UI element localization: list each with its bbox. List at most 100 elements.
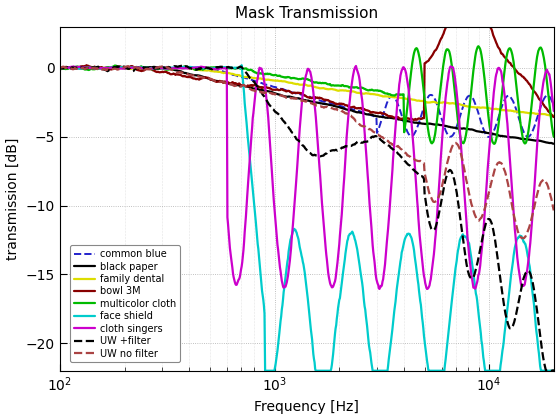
family dental [57,65,63,70]
UW no filter [57,65,63,70]
family dental [344,89,351,94]
bowl 3M [432,48,438,53]
multicolor cloth [550,134,557,139]
family dental [432,100,438,105]
face shield [238,63,245,68]
UW +filter [344,144,351,149]
bowl 3M [371,110,378,115]
UW +filter [357,140,363,145]
multicolor cloth [371,88,378,93]
UW no filter [550,208,557,213]
bowl 3M [410,118,417,123]
cloth singers [57,66,63,71]
common blue [550,103,557,108]
multicolor cloth [87,67,94,72]
Line: UW no filter: UW no filter [60,66,554,238]
black paper [357,110,363,115]
Line: UW +filter: UW +filter [60,66,554,371]
UW no filter [124,63,131,68]
family dental [550,113,557,118]
cloth singers [357,84,363,89]
cloth singers [432,232,439,237]
UW +filter [482,221,489,226]
Line: bowl 3M: bowl 3M [60,0,554,120]
common blue [87,66,94,71]
Line: family dental: family dental [60,67,554,116]
common blue [432,97,438,102]
black paper [550,141,557,146]
face shield [432,368,439,373]
UW +filter [543,368,550,373]
face shield [262,368,268,373]
Line: face shield: face shield [60,65,554,371]
face shield [372,368,379,373]
face shield [357,272,364,277]
Legend: common blue, black paper, family dental, bowl 3M, multicolor cloth, face shield,: common blue, black paper, family dental,… [69,245,180,362]
family dental [372,92,379,97]
UW no filter [87,65,94,70]
face shield [550,368,557,373]
multicolor cloth [475,44,482,49]
black paper [432,122,438,127]
common blue [57,66,63,71]
cloth singers [87,65,94,70]
bowl 3M [87,64,94,69]
cloth singers [353,63,360,68]
black paper [344,107,351,112]
bowl 3M [57,66,63,71]
cloth singers [372,266,379,271]
multicolor cloth [343,84,350,89]
Y-axis label: transmission [dB]: transmission [dB] [6,137,20,260]
Line: cloth singers: cloth singers [60,66,554,289]
black paper [87,65,94,70]
multicolor cloth [482,88,489,93]
Line: black paper: black paper [60,67,554,144]
bowl 3M [343,103,350,108]
face shield [57,65,63,70]
cloth singers [483,186,490,191]
cloth singers [343,134,350,139]
Title: Mask Transmission: Mask Transmission [235,6,379,21]
UW +filter [372,134,379,139]
multicolor cloth [57,66,63,71]
black paper [372,113,379,118]
black paper [482,130,489,135]
UW +filter [180,63,186,68]
bowl 3M [550,115,557,120]
Line: multicolor cloth: multicolor cloth [60,46,554,144]
black paper [151,64,157,69]
UW +filter [57,65,63,70]
bowl 3M [483,13,490,18]
UW no filter [372,130,379,135]
cloth singers [424,286,431,291]
UW +filter [87,66,94,71]
bowl 3M [455,0,461,2]
family dental [482,105,489,110]
UW no filter [357,123,363,128]
black paper [57,66,63,71]
family dental [357,91,363,96]
face shield [344,236,351,241]
common blue [482,132,489,137]
common blue [372,114,379,119]
UW +filter [432,226,438,231]
common blue [344,106,351,111]
multicolor cloth [356,85,363,90]
UW +filter [550,367,557,372]
X-axis label: Frequency [Hz]: Frequency [Hz] [254,400,360,414]
common blue [486,134,492,139]
UW no filter [482,202,489,207]
face shield [483,368,490,373]
multicolor cloth [491,141,498,146]
common blue [109,65,116,70]
family dental [110,65,117,70]
face shield [87,65,94,70]
UW no filter [344,111,351,116]
UW no filter [432,199,438,204]
multicolor cloth [431,135,438,140]
cloth singers [550,108,557,113]
family dental [87,66,94,71]
UW no filter [519,236,526,241]
bowl 3M [356,106,363,111]
common blue [357,109,363,114]
